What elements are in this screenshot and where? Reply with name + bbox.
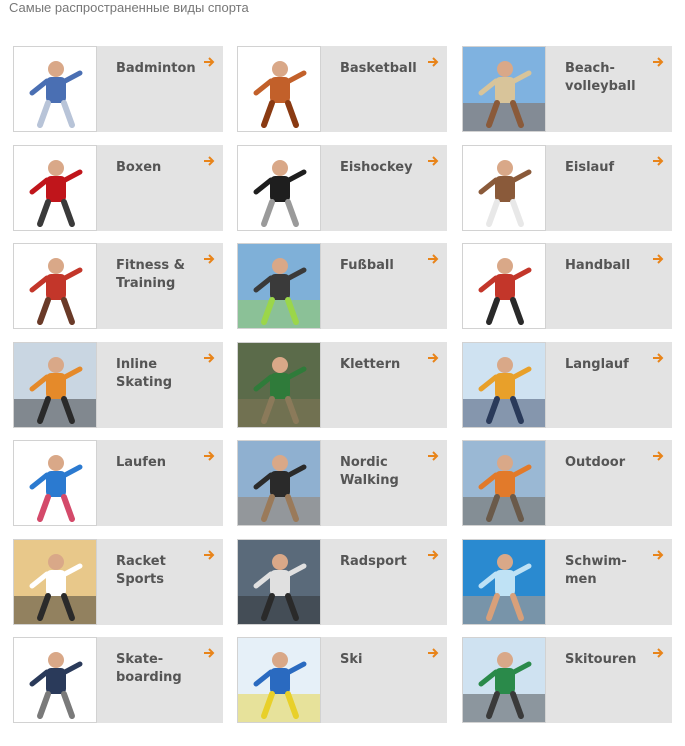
sport-label[interactable]: Skate- boarding [116, 652, 182, 685]
badminton-rackets-icon [13, 46, 97, 132]
sport-label[interactable]: Laufen [116, 455, 167, 470]
sport-label[interactable]: Inline Skating [116, 357, 173, 390]
sport-tile-beach-volleyball[interactable]: Beach- volleyball [462, 46, 672, 132]
hiking-icon [462, 440, 546, 526]
arrow-right-icon[interactable] [426, 646, 440, 660]
arrow-right-icon[interactable] [651, 449, 665, 463]
sport-tile-fussball[interactable]: Fußball [237, 243, 447, 329]
sport-label[interactable]: Ski [340, 652, 363, 667]
sport-tile-eishockey[interactable]: Eishockey [237, 145, 447, 231]
arrow-right-icon[interactable] [426, 252, 440, 266]
sport-tile-klettern[interactable]: Klettern [237, 342, 447, 428]
arrow-right-icon[interactable] [426, 351, 440, 365]
arrow-right-icon[interactable] [202, 55, 216, 69]
sport-tile-skitouren[interactable]: Skitouren [462, 637, 672, 723]
arrow-right-icon[interactable] [651, 646, 665, 660]
sport-label[interactable]: Eislauf [565, 160, 615, 175]
arrow-right-icon[interactable] [426, 449, 440, 463]
inline-skate-icon [13, 342, 97, 428]
sport-label[interactable]: Boxen [116, 160, 162, 175]
sport-tile-basketball[interactable]: Basketball [237, 46, 447, 132]
arrow-right-icon[interactable] [651, 55, 665, 69]
arrow-right-icon[interactable] [426, 548, 440, 562]
sport-tile-eislauf[interactable]: Eislauf [462, 145, 672, 231]
cycling-icon [237, 539, 321, 625]
sport-label[interactable]: Radsport [340, 554, 407, 569]
arrow-right-icon[interactable] [202, 252, 216, 266]
arrow-right-icon[interactable] [426, 55, 440, 69]
page-title: Самые распространенные виды спорта [9, 0, 249, 15]
arrow-right-icon[interactable] [202, 449, 216, 463]
sport-label[interactable]: Klettern [340, 357, 401, 372]
arrow-right-icon[interactable] [426, 154, 440, 168]
sport-label[interactable]: Skitouren [565, 652, 637, 667]
sport-label[interactable]: Beach- volleyball [565, 61, 636, 94]
sport-tile-fitness-training[interactable]: Fitness & Training [13, 243, 223, 329]
sport-label[interactable]: Fitness & Training [116, 258, 185, 291]
soccer-icon [237, 243, 321, 329]
climbing-icon [237, 342, 321, 428]
arrow-right-icon[interactable] [651, 548, 665, 562]
sport-label[interactable]: Racket Sports [116, 554, 166, 587]
boxing-gloves-icon [13, 145, 97, 231]
nordic-walking-icon [237, 440, 321, 526]
arrow-right-icon[interactable] [651, 252, 665, 266]
arrow-right-icon[interactable] [202, 548, 216, 562]
running-icon [13, 440, 97, 526]
sport-tile-handball[interactable]: Handball [462, 243, 672, 329]
sport-label[interactable]: Badminton [116, 61, 196, 76]
cross-country-ski-icon [462, 342, 546, 428]
sport-label[interactable]: Langlauf [565, 357, 629, 372]
sport-label[interactable]: Nordic Walking [340, 455, 399, 488]
sport-label[interactable]: Fußball [340, 258, 394, 273]
fitness-icon [13, 243, 97, 329]
alpine-ski-icon [237, 637, 321, 723]
sport-tile-schwimmen[interactable]: Schwim- men [462, 539, 672, 625]
arrow-right-icon[interactable] [202, 351, 216, 365]
sport-label[interactable]: Eishockey [340, 160, 413, 175]
swimming-icon [462, 539, 546, 625]
sport-tile-skateboarding[interactable]: Skate- boarding [13, 637, 223, 723]
arrow-right-icon[interactable] [202, 646, 216, 660]
sport-tile-laufen[interactable]: Laufen [13, 440, 223, 526]
tennis-icon [13, 539, 97, 625]
sport-tile-langlauf[interactable]: Langlauf [462, 342, 672, 428]
beach-volleyball-icon [462, 46, 546, 132]
sport-label[interactable]: Outdoor [565, 455, 626, 470]
hockey-skate-icon [237, 145, 321, 231]
sport-label[interactable]: Handball [565, 258, 631, 273]
sport-tile-nordic-walking[interactable]: Nordic Walking [237, 440, 447, 526]
sport-tile-racket-sports[interactable]: Racket Sports [13, 539, 223, 625]
skateboard-icon [13, 637, 97, 723]
sport-tile-outdoor[interactable]: Outdoor [462, 440, 672, 526]
sport-tile-ski[interactable]: Ski [237, 637, 447, 723]
arrow-right-icon[interactable] [202, 154, 216, 168]
arrow-right-icon[interactable] [651, 154, 665, 168]
handball-icon [462, 243, 546, 329]
sport-label[interactable]: Basketball [340, 61, 417, 76]
sport-tile-radsport[interactable]: Radsport [237, 539, 447, 625]
sport-tile-boxen[interactable]: Boxen [13, 145, 223, 231]
sport-tile-badminton[interactable]: Badminton [13, 46, 223, 132]
basketball-icon [237, 46, 321, 132]
arrow-right-icon[interactable] [651, 351, 665, 365]
ice-skates-icon [462, 145, 546, 231]
sport-tile-inline-skating[interactable]: Inline Skating [13, 342, 223, 428]
sport-label[interactable]: Schwim- men [565, 554, 627, 587]
ski-touring-icon [462, 637, 546, 723]
